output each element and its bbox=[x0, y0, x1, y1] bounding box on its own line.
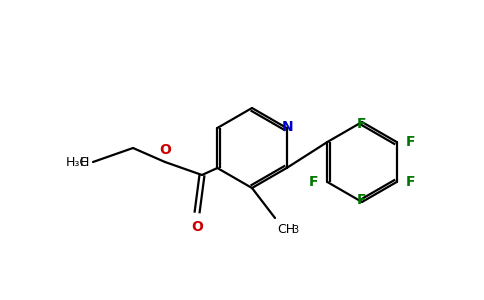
Text: H: H bbox=[80, 155, 89, 169]
Text: F: F bbox=[357, 193, 367, 207]
Text: F: F bbox=[406, 175, 415, 189]
Text: F: F bbox=[357, 117, 367, 131]
Text: H₃C: H₃C bbox=[66, 155, 89, 169]
Text: O: O bbox=[191, 220, 203, 234]
Text: F: F bbox=[406, 135, 415, 149]
Text: N: N bbox=[282, 120, 293, 134]
Text: F: F bbox=[309, 175, 318, 189]
Text: O: O bbox=[159, 143, 171, 157]
Text: 3: 3 bbox=[292, 225, 298, 235]
Text: CH: CH bbox=[277, 223, 295, 236]
